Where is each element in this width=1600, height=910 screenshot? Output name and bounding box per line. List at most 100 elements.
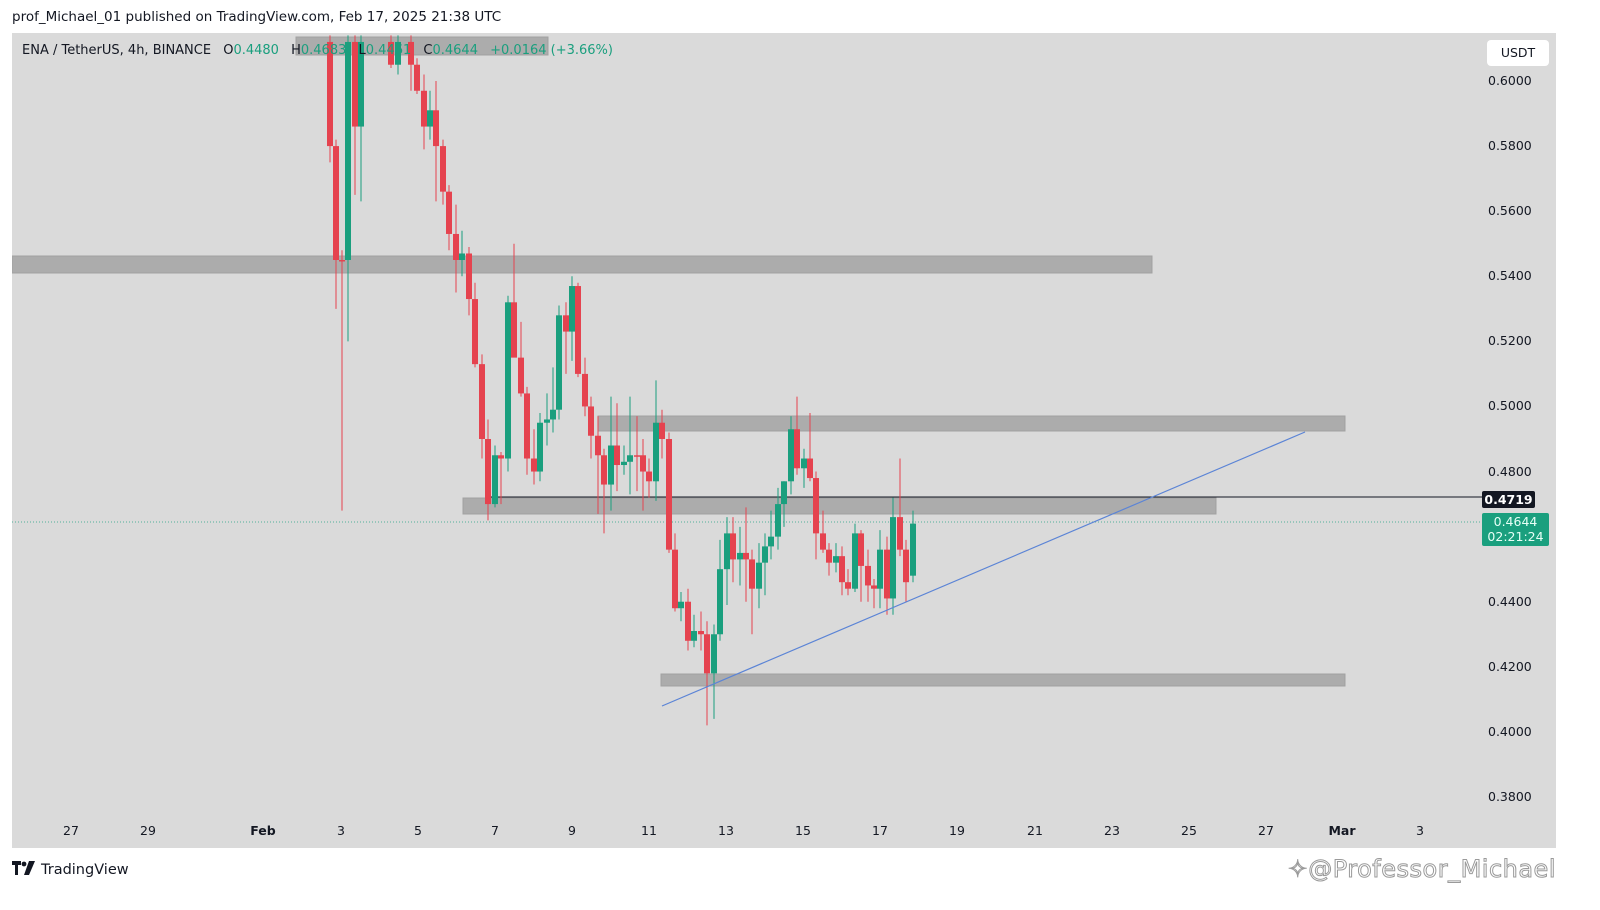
bull-candle [550, 409, 556, 420]
chart-pane[interactable]: ENA / TetherUS, 4h, BINANCE O0.4480 H0.4… [12, 33, 1556, 848]
bull-candle [737, 552, 743, 560]
time-tick-label: 7 [491, 823, 499, 838]
time-tick-label: 27 [63, 823, 79, 838]
time-tick-label: 3 [1416, 823, 1424, 838]
change-value: +0.0164 (+3.66%) [490, 43, 613, 58]
bull-candle [395, 41, 401, 65]
bull-candle [852, 533, 858, 589]
bear-candle [845, 582, 851, 589]
close-value: 0.4644 [432, 43, 478, 58]
bear-candle [685, 601, 691, 641]
time-tick-label: 23 [1104, 823, 1120, 838]
price-tick-label: 0.4400 [1488, 593, 1532, 609]
bear-candle [666, 438, 672, 550]
bull-candle [556, 315, 562, 410]
price-tick-label: 0.4800 [1488, 463, 1532, 479]
publisher-caption: prof_Michael_01 published on TradingView… [12, 9, 502, 25]
bear-candle [327, 41, 333, 147]
bear-candle [588, 406, 594, 436]
time-tick-label: 17 [872, 823, 888, 838]
bull-candle [756, 562, 762, 589]
price-tick-label: 0.4000 [1488, 723, 1532, 739]
price-tick-label: 0.4200 [1488, 658, 1532, 674]
high-label: H [291, 43, 301, 58]
symbol-legend: ENA / TetherUS, 4h, BINANCE O0.4480 H0.4… [22, 43, 613, 58]
time-tick-label: 13 [718, 823, 734, 838]
bull-candle [890, 517, 896, 599]
bear-candle [414, 64, 420, 91]
bear-candle [518, 357, 524, 394]
bear-candle [813, 478, 819, 534]
bull-candle [691, 631, 697, 641]
bull-candle [544, 419, 550, 423]
tradingview-logo-icon [12, 861, 36, 879]
bear-candle [388, 41, 394, 65]
bear-candle [440, 146, 446, 192]
time-tick-label: 27 [1258, 823, 1274, 838]
open-label: O [223, 43, 234, 58]
time-tick-label: 29 [140, 823, 156, 838]
bear-candle [820, 533, 826, 550]
bull-candle [833, 556, 839, 563]
price-tick-label: 0.5800 [1488, 138, 1532, 154]
horizontal-line-price-tag: 0.4719 [1482, 491, 1535, 508]
candlestick-plot[interactable] [12, 33, 1556, 848]
bull-candle [877, 549, 883, 589]
bull-candle [427, 110, 433, 127]
bull-candle [345, 41, 351, 260]
bull-candle [775, 504, 781, 537]
support-resistance-zone [597, 415, 1346, 432]
bull-candle [711, 634, 717, 674]
bear-candle [865, 565, 871, 586]
price-tick-label: 0.5600 [1488, 203, 1532, 219]
bull-candle [537, 422, 543, 472]
bear-candle [408, 41, 414, 65]
bull-candle [608, 445, 614, 485]
bear-candle [794, 429, 800, 469]
watermark-text: @Professor_Michael [1308, 855, 1556, 884]
watermark-icon: ✧ [1287, 855, 1309, 884]
bull-candle [627, 455, 633, 462]
time-tick-label: 19 [949, 823, 965, 838]
bear-candle [466, 253, 472, 300]
price-tick-label: 0.3800 [1488, 788, 1532, 804]
bear-candle [498, 455, 504, 459]
bull-candle [678, 601, 684, 609]
bull-candle [505, 302, 511, 459]
support-resistance-zone [12, 255, 1153, 274]
price-tick-label: 0.6000 [1488, 73, 1532, 88]
bull-candle [788, 429, 794, 482]
support-resistance-zone [462, 497, 1217, 515]
bull-candle [768, 536, 774, 547]
bear-candle [646, 471, 652, 482]
bear-candle [884, 549, 890, 599]
bull-candle [781, 481, 787, 505]
bear-candle [601, 455, 607, 485]
bear-candle [472, 299, 478, 365]
bear-candle [433, 110, 439, 147]
bull-candle [762, 546, 768, 563]
time-tick-label: 11 [641, 823, 657, 838]
bear-candle [807, 458, 813, 479]
bear-candle [871, 585, 877, 589]
time-tick-label: 15 [795, 823, 811, 838]
bear-candle [730, 533, 736, 560]
bull-candle [910, 523, 916, 576]
time-tick-label: 9 [568, 823, 576, 838]
time-tick-label: 21 [1027, 823, 1043, 838]
time-tick-label: Mar [1328, 823, 1356, 838]
bear-candle [511, 302, 517, 358]
symbol-label[interactable]: ENA / TetherUS, 4h, BINANCE [22, 43, 212, 58]
bull-candle [569, 286, 575, 332]
tradingview-brand[interactable]: TradingView [12, 861, 129, 879]
time-tick-label: Feb [250, 823, 276, 838]
currency-button[interactable]: USDT [1487, 40, 1549, 66]
price-tick-label: 0.5000 [1488, 398, 1532, 414]
bear-candle [479, 364, 485, 439]
bear-candle [858, 533, 864, 566]
bear-candle [634, 455, 640, 457]
time-tick-label: 25 [1181, 823, 1197, 838]
bull-candle [358, 41, 364, 127]
bear-candle [698, 631, 704, 635]
price-tick-label: 0.5400 [1488, 268, 1532, 284]
